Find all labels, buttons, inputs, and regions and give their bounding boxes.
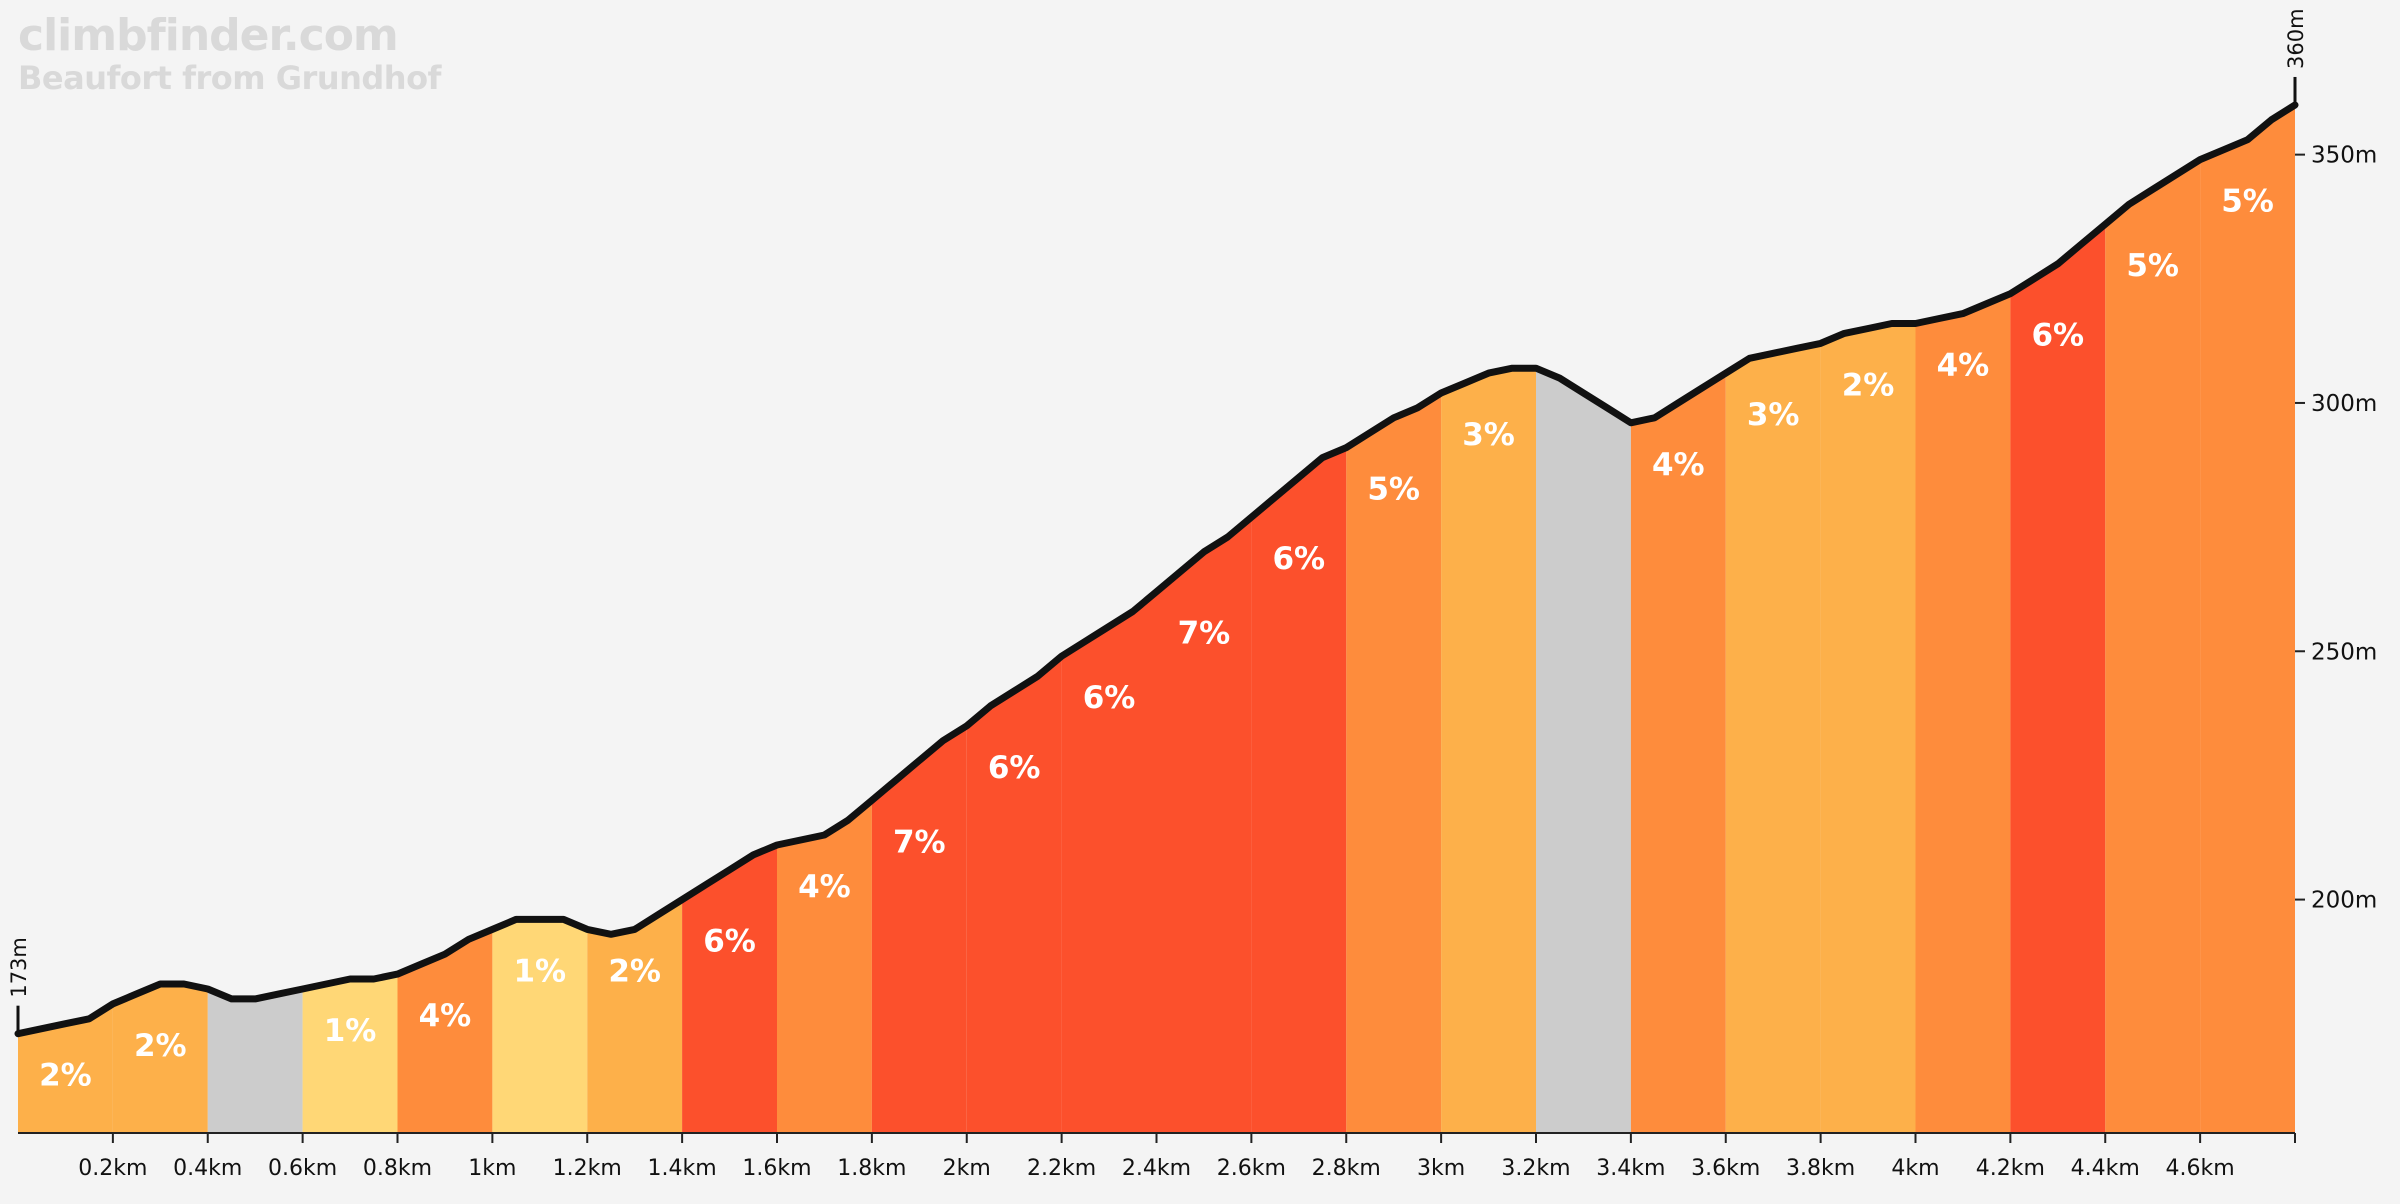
grade-segment-11	[966, 656, 1062, 1133]
grade-label: 5%	[2221, 184, 2274, 220]
grade-label: 4%	[798, 869, 851, 905]
axes: 0.2km 0.4km 0.6km 0.8km 1km 1.2km 1.4km 1.6km 1.…	[18, 143, 2377, 1181]
x-tick-label: 2.4km	[1122, 1156, 1191, 1181]
x-tick-label: 3.8km	[1786, 1156, 1855, 1181]
x-tick-label: 4.4km	[2071, 1156, 2140, 1181]
x-tick-label: 0.4km	[173, 1156, 242, 1181]
grade-label: 7%	[893, 824, 946, 860]
grade-segment-8	[682, 845, 777, 1133]
grade-segment-20	[1820, 323, 1916, 1133]
grade-segment-9	[777, 800, 872, 1133]
grade-label: 4%	[419, 998, 472, 1034]
profile-line	[14, 101, 2299, 1038]
grade-segment-16	[1441, 368, 1536, 1133]
grade-label: 6%	[1083, 680, 1136, 716]
grade-label: 4%	[1937, 347, 1990, 383]
y-tick-label: 350m	[2311, 143, 2377, 169]
y-tick-label: 250m	[2311, 639, 2377, 665]
watermark: climbfinder.com Beaufort from Grundhof	[18, 10, 441, 97]
grade-segment-15	[1346, 393, 1442, 1133]
grade-segment-17	[1536, 368, 1631, 1133]
grade-segment-13	[1156, 517, 1252, 1133]
x-tick-label: 0.2km	[78, 1156, 147, 1181]
grade-segment-21	[1915, 293, 2011, 1133]
x-tick-label: 2km	[943, 1156, 991, 1181]
grade-label: 7%	[1178, 616, 1231, 652]
x-tick-label: 1km	[468, 1156, 516, 1181]
x-tick-label: 2.8km	[1312, 1156, 1381, 1181]
grade-segment-3	[207, 989, 303, 1133]
grade-label: 4%	[1652, 447, 1705, 483]
x-tick-label: 3.6km	[1691, 1156, 1760, 1181]
grade-segment-18	[1630, 373, 1726, 1134]
x-tick-label: 1.2km	[553, 1156, 622, 1181]
x-tick-label: 0.6km	[268, 1156, 337, 1181]
grade-label: 2%	[134, 1028, 187, 1064]
grade-segment-5	[397, 929, 493, 1133]
grade-segment-23	[2105, 159, 2201, 1134]
grade-segment-24	[2200, 105, 2295, 1133]
grade-segment-14	[1251, 447, 1347, 1134]
start-elevation-label: 173m	[7, 937, 31, 998]
grade-label: 5%	[1367, 472, 1420, 508]
x-tick-label: 1.4km	[648, 1156, 717, 1181]
grade-segment-1	[18, 1003, 113, 1133]
grade-label: 3%	[1462, 417, 1515, 453]
grade-label: 6%	[2031, 318, 2084, 354]
grade-segment-22	[2010, 224, 2106, 1133]
grade-segment-19	[1725, 343, 1821, 1133]
x-tick-label: 0.8km	[363, 1156, 432, 1181]
grade-label: 1%	[513, 953, 566, 989]
grade-label: 6%	[703, 924, 756, 960]
grade-label: 2%	[1842, 367, 1895, 403]
x-tick-label: 4.6km	[2166, 1156, 2235, 1181]
grade-label: 6%	[988, 750, 1041, 786]
grade-segment-10	[871, 725, 967, 1133]
y-tick-label: 200m	[2311, 888, 2377, 914]
x-tick-label: 1.8km	[837, 1156, 906, 1181]
grade-label: 1%	[324, 1013, 377, 1049]
x-tick-label: 3km	[1417, 1156, 1465, 1181]
grade-label: 2%	[608, 953, 661, 989]
x-tick-label: 3.4km	[1596, 1156, 1665, 1181]
grade-segment-2	[112, 984, 208, 1133]
x-tick-label: 2.6km	[1217, 1156, 1286, 1181]
climb-name: Beaufort from Grundhof	[18, 59, 441, 97]
x-tick-label: 2.2km	[1027, 1156, 1096, 1181]
grade-label: 2%	[39, 1058, 92, 1094]
grade-segment-6	[492, 919, 588, 1133]
grade-segment-7	[587, 899, 683, 1133]
grade-label: 6%	[1272, 541, 1325, 577]
x-tick-label: 4.2km	[1976, 1156, 2045, 1181]
grade-labels: 2% 2% 1% 4% 1% 2% 6% 4% 7% 6% 6% 7% 6% 5% 3% 4% 3% 2% 4% 6%…	[39, 184, 2274, 1094]
grade-segment-12	[1061, 591, 1157, 1133]
grade-segment-4	[302, 974, 398, 1133]
y-tick-label: 300m	[2311, 391, 2377, 417]
grade-label: 5%	[2126, 248, 2179, 284]
x-tick-label: 4km	[1891, 1156, 1939, 1181]
end-elevation-label: 360m	[2284, 8, 2308, 69]
grade-label: 3%	[1747, 397, 1800, 433]
x-tick-label: 1.6km	[742, 1156, 811, 1181]
site-name: climbfinder.com	[18, 10, 399, 61]
profile-line-group: 173m 360m	[7, 8, 2308, 1038]
x-tick-label: 3.2km	[1501, 1156, 1570, 1181]
grade-segments	[18, 105, 2295, 1134]
